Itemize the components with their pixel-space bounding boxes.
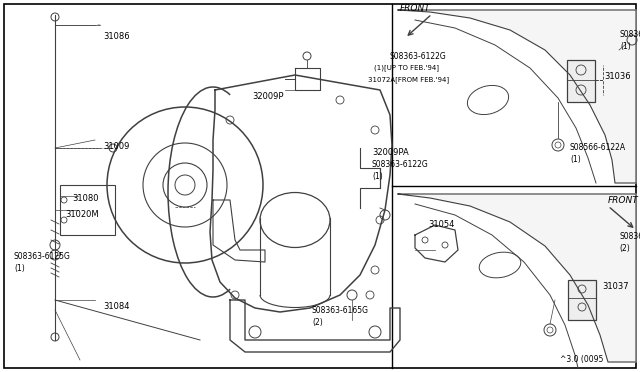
Bar (568, 280, 596, 320)
Bar (60, 185, 115, 235)
Text: 31080: 31080 (72, 194, 99, 203)
Bar (567, 60, 595, 102)
Text: 32009P: 32009P (252, 92, 284, 101)
Text: (2): (2) (619, 244, 630, 253)
Text: 31009: 31009 (103, 142, 129, 151)
Text: 31037: 31037 (602, 282, 628, 291)
Text: 32009PA: 32009PA (372, 148, 409, 157)
Text: 31086: 31086 (103, 32, 130, 41)
Text: (1): (1) (14, 264, 25, 273)
Text: ^3.0 (0095: ^3.0 (0095 (560, 355, 604, 364)
Text: FRONT: FRONT (608, 196, 639, 205)
Text: 31036: 31036 (604, 72, 630, 81)
Text: S08566-6122A: S08566-6122A (570, 143, 626, 152)
Text: S08363-6165G: S08363-6165G (312, 306, 369, 315)
Text: (1): (1) (570, 155, 580, 164)
Text: (1): (1) (620, 42, 631, 51)
Text: 31054: 31054 (428, 220, 454, 229)
Text: FRONT: FRONT (399, 4, 430, 13)
Text: S08363-6125G: S08363-6125G (14, 252, 71, 261)
Text: (2): (2) (312, 318, 323, 327)
Text: 31072A[FROM FEB.'94]: 31072A[FROM FEB.'94] (368, 76, 449, 83)
Polygon shape (398, 194, 636, 362)
Text: S08363-6122G: S08363-6122G (390, 52, 447, 61)
Polygon shape (398, 10, 636, 183)
Text: 31020M: 31020M (65, 210, 99, 219)
Text: S08363-6125G: S08363-6125G (620, 30, 640, 39)
Text: 31084: 31084 (103, 302, 129, 311)
Text: S08363-6125G: S08363-6125G (619, 232, 640, 241)
Text: (1): (1) (372, 172, 383, 181)
Text: (1)[UP TO FEB.'94]: (1)[UP TO FEB.'94] (374, 64, 439, 71)
Text: S08363-6122G: S08363-6122G (372, 160, 429, 169)
